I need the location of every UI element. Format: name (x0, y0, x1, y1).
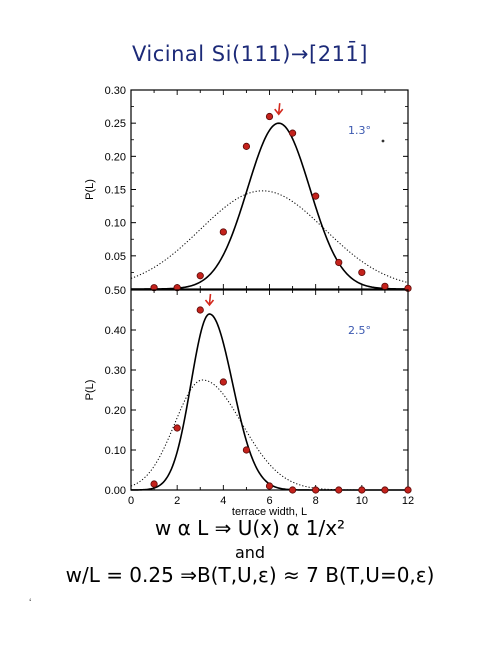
data-point-bottom (242, 446, 251, 454)
speck-dot (381, 139, 385, 143)
y-tick-label-bottom: 0.20 (105, 405, 126, 417)
dotted-fit-curve-bottom (130, 379, 408, 491)
data-point-top (312, 192, 320, 200)
data-point-bottom (381, 486, 389, 494)
data-point-top (288, 129, 297, 137)
data-point-top (196, 272, 204, 280)
y-axis-label-bottom: P(L) (84, 380, 96, 401)
y-tick-label-top: 0.05 (105, 251, 126, 263)
figure-title-text: Vicinal Si(111)→[211̄] (131, 42, 368, 66)
x-tick-label: 2 (174, 495, 180, 507)
equation-line-3: w/L = 0.25 ⇒B(T,U,ε) ≈ 7 B(T,U=0,ε) (65, 563, 435, 587)
x-tick-label: 6 (266, 495, 272, 507)
stray-mark: ‘ (29, 597, 31, 609)
peak-arrow-shaft-top (277, 103, 281, 114)
equation-line-2: and (234, 543, 266, 562)
x-tick-label: 0 (128, 495, 134, 507)
data-point-bottom (335, 486, 343, 494)
plot-panel-bottom (130, 289, 412, 494)
x-tick-label: 10 (356, 495, 368, 507)
data-point-bottom (404, 486, 412, 494)
data-point-bottom (196, 306, 204, 314)
y-tick-label-bottom: 0.40 (105, 325, 126, 337)
y-axis-label-top: P(L) (84, 179, 96, 200)
data-point-bottom (358, 486, 366, 494)
y-tick-label-top: 0.30 (105, 85, 126, 97)
equation-connector: and (0, 543, 500, 562)
y-tick-label-bottom: 0.50 (105, 285, 126, 297)
solid-fit-curve-top (131, 122, 409, 290)
data-point-bottom (150, 480, 158, 488)
angle-annotation-bottom: 2.5° (348, 324, 371, 337)
equation-ratio: w/L = 0.25 ⇒B(T,U,ε) ≈ 7 B(T,U=0,ε) (0, 563, 500, 587)
data-point-top (358, 268, 366, 277)
data-point-bottom (265, 482, 274, 490)
equation-line-1: w α L ⇒ U(x) α 1/x² (154, 516, 346, 540)
y-tick-label-top: 0.15 (105, 185, 126, 197)
plot-frame-bottom (130, 289, 409, 491)
peak-arrow-head-bottom (204, 299, 215, 307)
y-tick-label-top: 0.10 (105, 218, 126, 230)
y-tick-label-top: 0.25 (105, 118, 126, 130)
y-tick-label-top: 0.20 (105, 151, 126, 163)
equation-proportionality: w α L ⇒ U(x) α 1/x² (0, 516, 500, 540)
data-point-top (219, 228, 227, 236)
y-tick-label-bottom: 0.00 (105, 485, 126, 497)
stray-mark-text: ‘ (29, 597, 32, 609)
x-tick-label: 8 (313, 495, 319, 507)
plot-panel-top (130, 89, 412, 292)
peak-arrow-head-top (274, 108, 284, 116)
figure-title: Vicinal Si(111)→[211̄] (0, 42, 500, 66)
data-point-top (381, 282, 389, 290)
solid-fit-curve-bottom (130, 313, 408, 491)
x-tick-label: 12 (402, 495, 414, 507)
x-tick-label: 4 (220, 495, 226, 507)
x-axis-label: terrace width, L (232, 506, 307, 518)
y-tick-label-bottom: 0.30 (105, 365, 126, 377)
data-point-top (265, 112, 274, 121)
data-point-bottom (288, 486, 297, 494)
data-point-top (242, 142, 251, 150)
peak-arrow-shaft-bottom (208, 293, 212, 305)
y-tick-label-bottom: 0.10 (105, 445, 126, 457)
data-point-top (335, 258, 343, 267)
angle-annotation-top: 1.3° (348, 124, 371, 137)
data-point-bottom (312, 486, 320, 494)
data-point-bottom (219, 378, 227, 386)
data-point-bottom (173, 424, 181, 432)
dotted-fit-curve-top (130, 190, 409, 284)
